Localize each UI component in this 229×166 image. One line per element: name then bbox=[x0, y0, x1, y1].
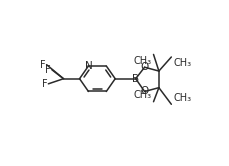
Text: O: O bbox=[140, 62, 148, 72]
Text: F: F bbox=[42, 79, 47, 89]
Text: F: F bbox=[40, 60, 46, 70]
Text: CH₃: CH₃ bbox=[172, 58, 191, 68]
Text: CH₃: CH₃ bbox=[172, 93, 191, 103]
Text: B: B bbox=[132, 74, 139, 84]
Text: O: O bbox=[140, 86, 148, 96]
Text: CH₃: CH₃ bbox=[133, 90, 151, 100]
Text: F: F bbox=[45, 65, 51, 75]
Text: N: N bbox=[84, 61, 92, 71]
Text: CH₃: CH₃ bbox=[133, 56, 151, 66]
